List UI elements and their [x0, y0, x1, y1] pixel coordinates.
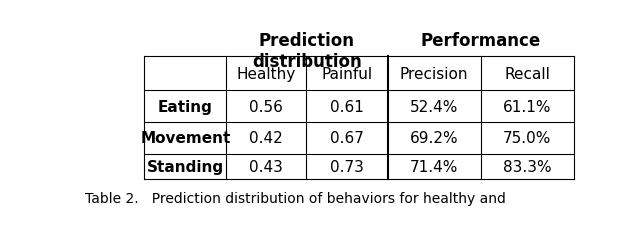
Text: Prediction
distribution: Prediction distribution — [252, 32, 362, 70]
Text: Performance: Performance — [420, 32, 541, 49]
Text: Movement: Movement — [140, 131, 230, 146]
Text: 0.42: 0.42 — [249, 131, 283, 146]
Text: 52.4%: 52.4% — [410, 99, 458, 114]
Text: Healthy: Healthy — [236, 67, 296, 81]
Text: Recall: Recall — [504, 67, 550, 81]
Text: Standing: Standing — [147, 159, 224, 174]
Text: 0.61: 0.61 — [330, 99, 364, 114]
Text: 0.43: 0.43 — [249, 159, 283, 174]
Text: 71.4%: 71.4% — [410, 159, 458, 174]
Text: Painful: Painful — [321, 67, 372, 81]
Text: 0.67: 0.67 — [330, 131, 364, 146]
Text: 75.0%: 75.0% — [503, 131, 551, 146]
Text: 69.2%: 69.2% — [410, 131, 458, 146]
Text: Eating: Eating — [158, 99, 213, 114]
Text: 0.73: 0.73 — [330, 159, 364, 174]
Text: 61.1%: 61.1% — [503, 99, 552, 114]
Text: Table 2.   Prediction distribution of behaviors for healthy and: Table 2. Prediction distribution of beha… — [85, 192, 506, 205]
Text: Precision: Precision — [400, 67, 468, 81]
Text: 83.3%: 83.3% — [503, 159, 552, 174]
Text: 0.56: 0.56 — [249, 99, 283, 114]
